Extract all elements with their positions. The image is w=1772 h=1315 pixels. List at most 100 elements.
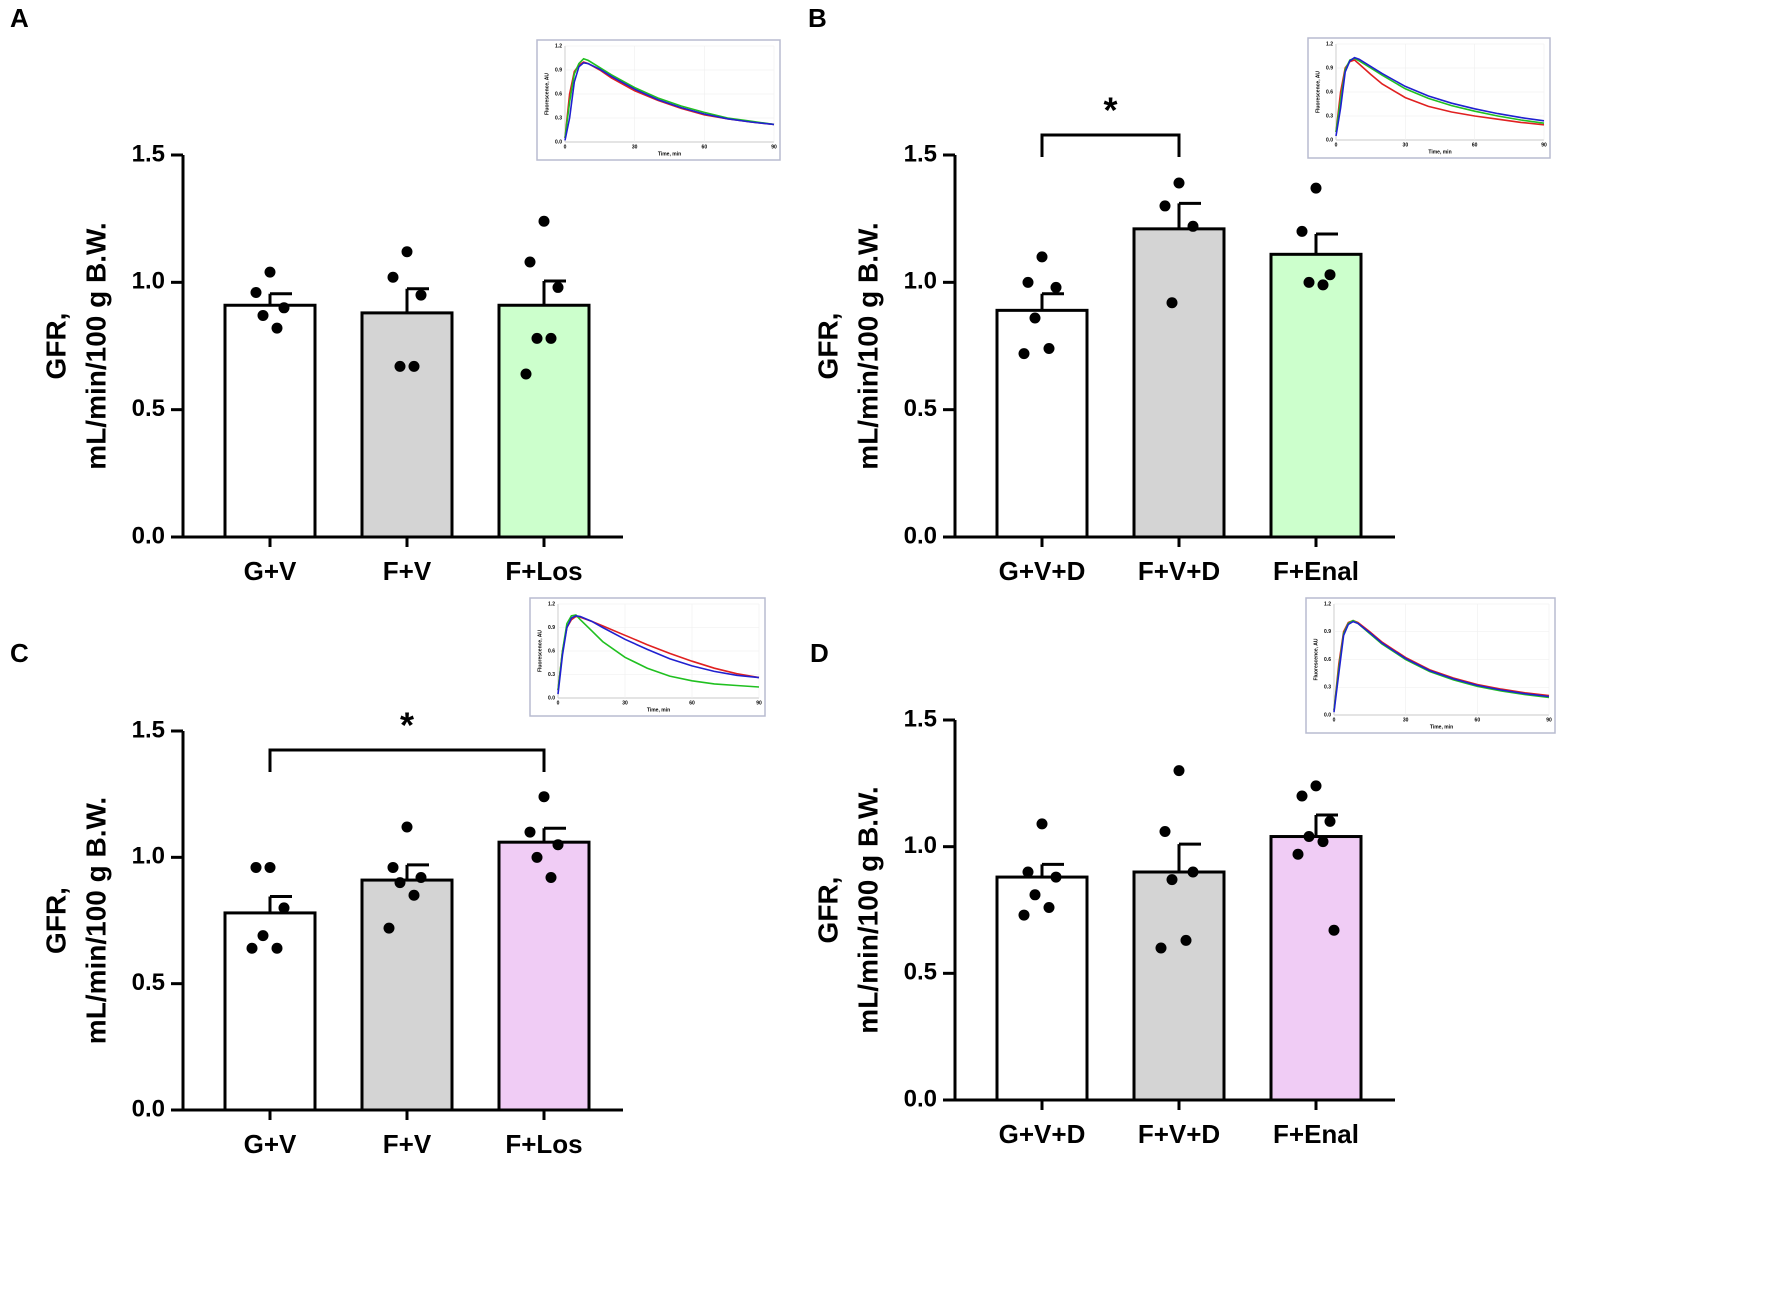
data-point [552,839,564,851]
data-point [1317,279,1329,291]
bar [360,311,454,539]
error-bar [405,287,429,313]
data-point [545,872,557,884]
inset-y-tick-label: 0.0 [1326,137,1333,143]
bar [223,303,317,539]
data-point [250,861,262,873]
x-tick-label: F+Enal [1273,556,1359,586]
data-point [387,861,399,873]
x-tick-label: F+V+D [1138,1119,1220,1149]
inset-x-tick-label: 60 [689,700,695,706]
y-axis-label: mL/min/100 g B.W. [852,786,883,1033]
x-tick-label: G+V [244,1129,297,1159]
data-point [1036,251,1048,263]
inset: 0 30 60 90 0.0 0.3 0.6 0.9 1.2 Time, min Fluoresce… [1307,37,1551,159]
y-axis-label: mL/min/100 g B.W. [852,222,883,469]
y-tick-label: 0.5 [132,395,165,422]
bar [1132,870,1226,1102]
error-bar [268,894,292,913]
error-bar [268,292,292,306]
data-point [1173,177,1185,189]
data-point [401,821,413,833]
inset-x-label: Time, min [1428,149,1451,155]
data-point [1029,889,1041,901]
data-point [257,309,269,321]
error-bar [542,826,566,843]
inset-y-tick-label: 0.6 [1324,657,1331,663]
error-bar [1314,232,1338,255]
inset-y-tick-label: 0.3 [555,115,562,121]
y-axis-label: GFR, [40,887,71,954]
y-tick-label: 0.0 [132,1095,165,1122]
data-point [520,368,532,380]
y-tick-label: 1.5 [904,140,937,167]
data-point [1303,276,1315,288]
error-bar [1177,842,1201,872]
inset-y-tick-label: 0.9 [1324,629,1331,635]
data-point [415,289,427,301]
bar [995,875,1089,1102]
y-tick-label: 1.0 [904,268,937,295]
error-bar [1040,292,1064,311]
data-point [387,271,399,283]
panel: B GFR, mL/min/100 g B.W. 0.0 0.5 1.0 1.5 G+V+D F… [808,3,1395,586]
data-point [1310,780,1322,792]
panel: C GFR, mL/min/100 g B.W. 0.0 0.5 1.0 1.5 G+V F+V… [10,638,623,1159]
inset-y-tick-label: 0.3 [1324,685,1331,691]
y-axis-label: mL/min/100 g B.W. [80,797,111,1044]
data-point [1159,825,1171,837]
data-point [1159,200,1171,212]
inset-x-tick-label: 90 [771,144,777,150]
y-axis-label: GFR, [812,877,843,944]
inset-y-tick-label: 0.6 [1326,89,1333,95]
data-point [1187,866,1199,878]
inset-y-tick-label: 0.9 [1326,65,1333,71]
data-point [1180,934,1192,946]
inset-x-tick-label: 90 [1541,142,1547,148]
data-point [246,942,258,954]
data-point [1292,848,1304,860]
y-tick-label: 0.0 [132,522,165,549]
inset-line [564,57,775,139]
inset: 0 30 60 90 0.0 0.3 0.6 0.9 1.2 Time, min Fluoresce… [536,39,781,161]
bar [497,840,591,1112]
inset-y-tick-label: 0.0 [548,695,555,701]
data-point [1022,866,1034,878]
inset-frame [529,597,766,717]
inset-x-tick-label: 90 [1546,717,1552,723]
inset-line [1333,620,1550,713]
x-tick-label: G+V [244,556,297,586]
data-point [264,266,276,278]
x-tick-label: F+Enal [1273,1119,1359,1149]
y-tick-label: 0.0 [904,522,937,549]
data-point [524,826,536,838]
inset-x-tick-label: 60 [1472,142,1478,148]
y-tick-label: 1.5 [904,705,937,732]
inset-y-tick-label: 0.6 [555,91,562,97]
data-point [1043,343,1055,355]
inset-x-tick-label: 0 [557,700,560,706]
y-axis-label: GFR, [812,313,843,380]
data-point [1050,871,1062,883]
data-point [394,360,406,372]
inset: 0 30 60 90 0.0 0.3 0.6 0.9 1.2 Time, min Fluoresce… [529,597,766,717]
data-point [278,302,290,314]
data-point [250,287,262,299]
x-tick-label: F+V [383,556,432,586]
bar [1132,227,1226,539]
y-tick-label: 1.0 [132,268,165,295]
data-point [1317,836,1329,848]
inset-line [564,61,775,141]
data-point [552,281,564,293]
inset-y-tick-label: 0.3 [548,672,555,678]
inset-x-label: Time, min [658,151,681,157]
bar [223,911,317,1112]
bar [360,878,454,1112]
panel-label: C [10,638,29,668]
panel: D GFR, mL/min/100 g B.W. 0.0 0.5 1.0 1.5 G+V+D F… [810,638,1395,1149]
data-point [408,889,420,901]
data-point [524,256,536,268]
significance-bracket [268,748,546,772]
data-point [401,246,413,258]
data-point [271,942,283,954]
